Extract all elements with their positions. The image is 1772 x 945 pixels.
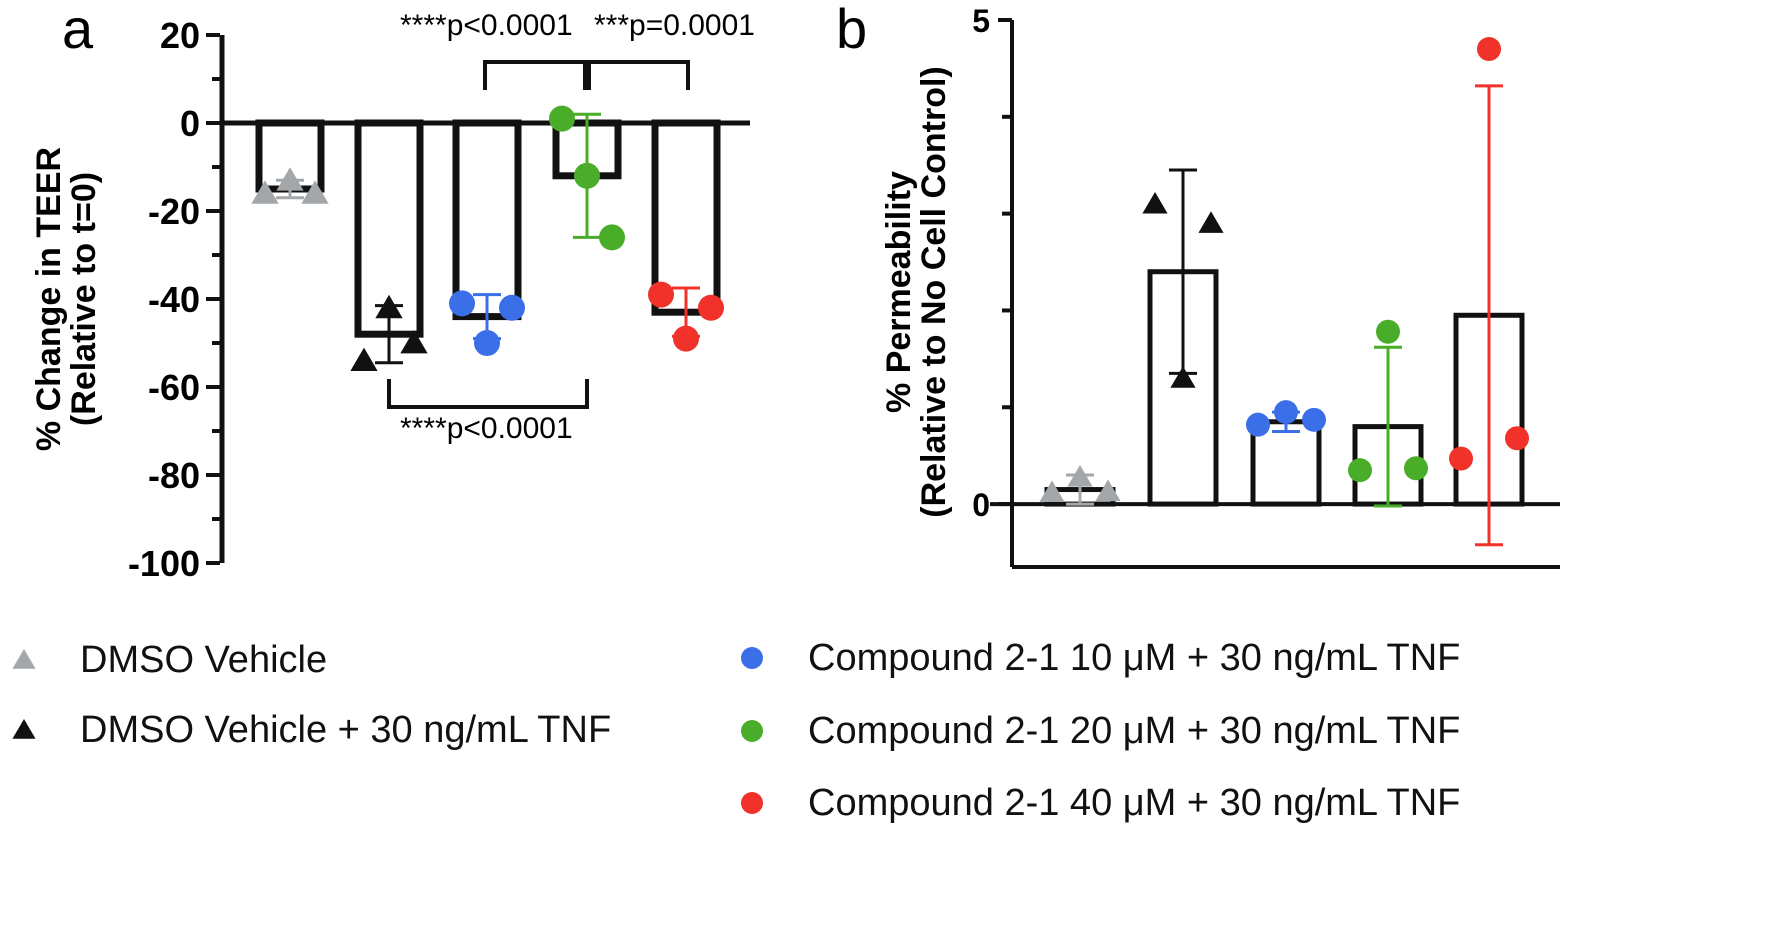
data-point-4-3 [1404, 456, 1428, 481]
legend-label-4: Compound 2-1 20 μM + 30 ng/mL TNF [808, 710, 1461, 752]
data-point-1-1 [251, 180, 279, 204]
significance-label-2: ***p=0.0001 [594, 9, 755, 42]
panel-a: a 20 0 -20 -40 -60 -80 -100 % Change in TEER(Rel… [30, 0, 755, 584]
data-point-3-1 [449, 290, 475, 317]
data-point-1-3 [301, 180, 329, 204]
y-axis-label: % Permeability [880, 171, 918, 413]
y-axis-label-secondary: (Relative to t=0) [65, 172, 103, 426]
data-point-4-2 [574, 162, 600, 189]
data-point-1-3 [1095, 479, 1121, 502]
panel-b: b 5 0 % Permeability(Relative to No Cell Co… [836, 0, 1560, 569]
legend-marker-1 [12, 649, 36, 669]
data-point-2-2 [1170, 366, 1196, 388]
data-point-5-2 [673, 325, 699, 352]
data-point-3-2 [474, 330, 500, 356]
legend-marker-2 [12, 719, 36, 739]
data-point-5-3 [1505, 426, 1529, 451]
y-tick-label: -40 [148, 279, 200, 320]
y-tick-label: -100 [128, 543, 200, 584]
data-point-2-2 [375, 294, 403, 319]
y-axis-label-secondary: (Relative to No Cell Control) [915, 66, 953, 517]
significance-label-1: ****p<0.0001 [400, 9, 573, 42]
panel-label-b: b [836, 0, 867, 60]
data-point-3-2 [1274, 400, 1298, 425]
legend-label-2: DMSO Vehicle + 30 ng/mL TNF [80, 709, 612, 751]
data-point-4-3 [599, 224, 625, 251]
data-point-2-1 [350, 347, 378, 371]
data-point-2-1 [1142, 191, 1168, 214]
data-point-5-2 [1477, 37, 1501, 62]
data-point-2-3 [400, 330, 428, 354]
data-point-5-3 [698, 294, 724, 321]
y-tick-label: 20 [160, 15, 200, 56]
legend-label-1: DMSO Vehicle [80, 639, 328, 681]
data-point-4-1 [549, 105, 575, 132]
significance-bracket-2 [583, 60, 690, 90]
significance-bracket-3 [387, 379, 589, 409]
legend-marker-3 [741, 647, 763, 669]
data-point-3-1 [1246, 412, 1270, 437]
y-tick-label: -20 [148, 191, 200, 232]
data-point-2-3 [1198, 211, 1224, 233]
significance-label-3: ****p<0.0001 [400, 412, 573, 445]
y-tick-label: 5 [972, 3, 990, 39]
data-point-1-1 [1039, 480, 1065, 503]
data-point-1-2 [1067, 464, 1093, 487]
y-tick-label: -80 [148, 455, 200, 496]
y-tick-label: -60 [148, 367, 200, 408]
y-axis-label: % Change in TEER [30, 147, 68, 451]
data-point-3-3 [1302, 407, 1326, 432]
legend-label-5: Compound 2-1 40 μM + 30 ng/mL TNF [808, 782, 1461, 824]
legend-label-3: Compound 2-1 10 μM + 30 ng/mL TNF [808, 637, 1461, 679]
y-tick-label: 0 [972, 487, 990, 523]
data-point-5-1 [648, 281, 674, 308]
data-point-4-1 [1348, 458, 1372, 483]
data-point-1-2 [276, 167, 304, 191]
y-tick-label: 0 [180, 103, 200, 144]
data-point-3-3 [499, 294, 525, 321]
legend-marker-5 [741, 792, 763, 814]
panel-label-a: a [62, 0, 94, 60]
significance-bracket-1 [483, 60, 591, 90]
data-point-5-1 [1449, 446, 1473, 471]
data-point-4-2 [1376, 319, 1400, 344]
legend-marker-4 [741, 720, 763, 742]
